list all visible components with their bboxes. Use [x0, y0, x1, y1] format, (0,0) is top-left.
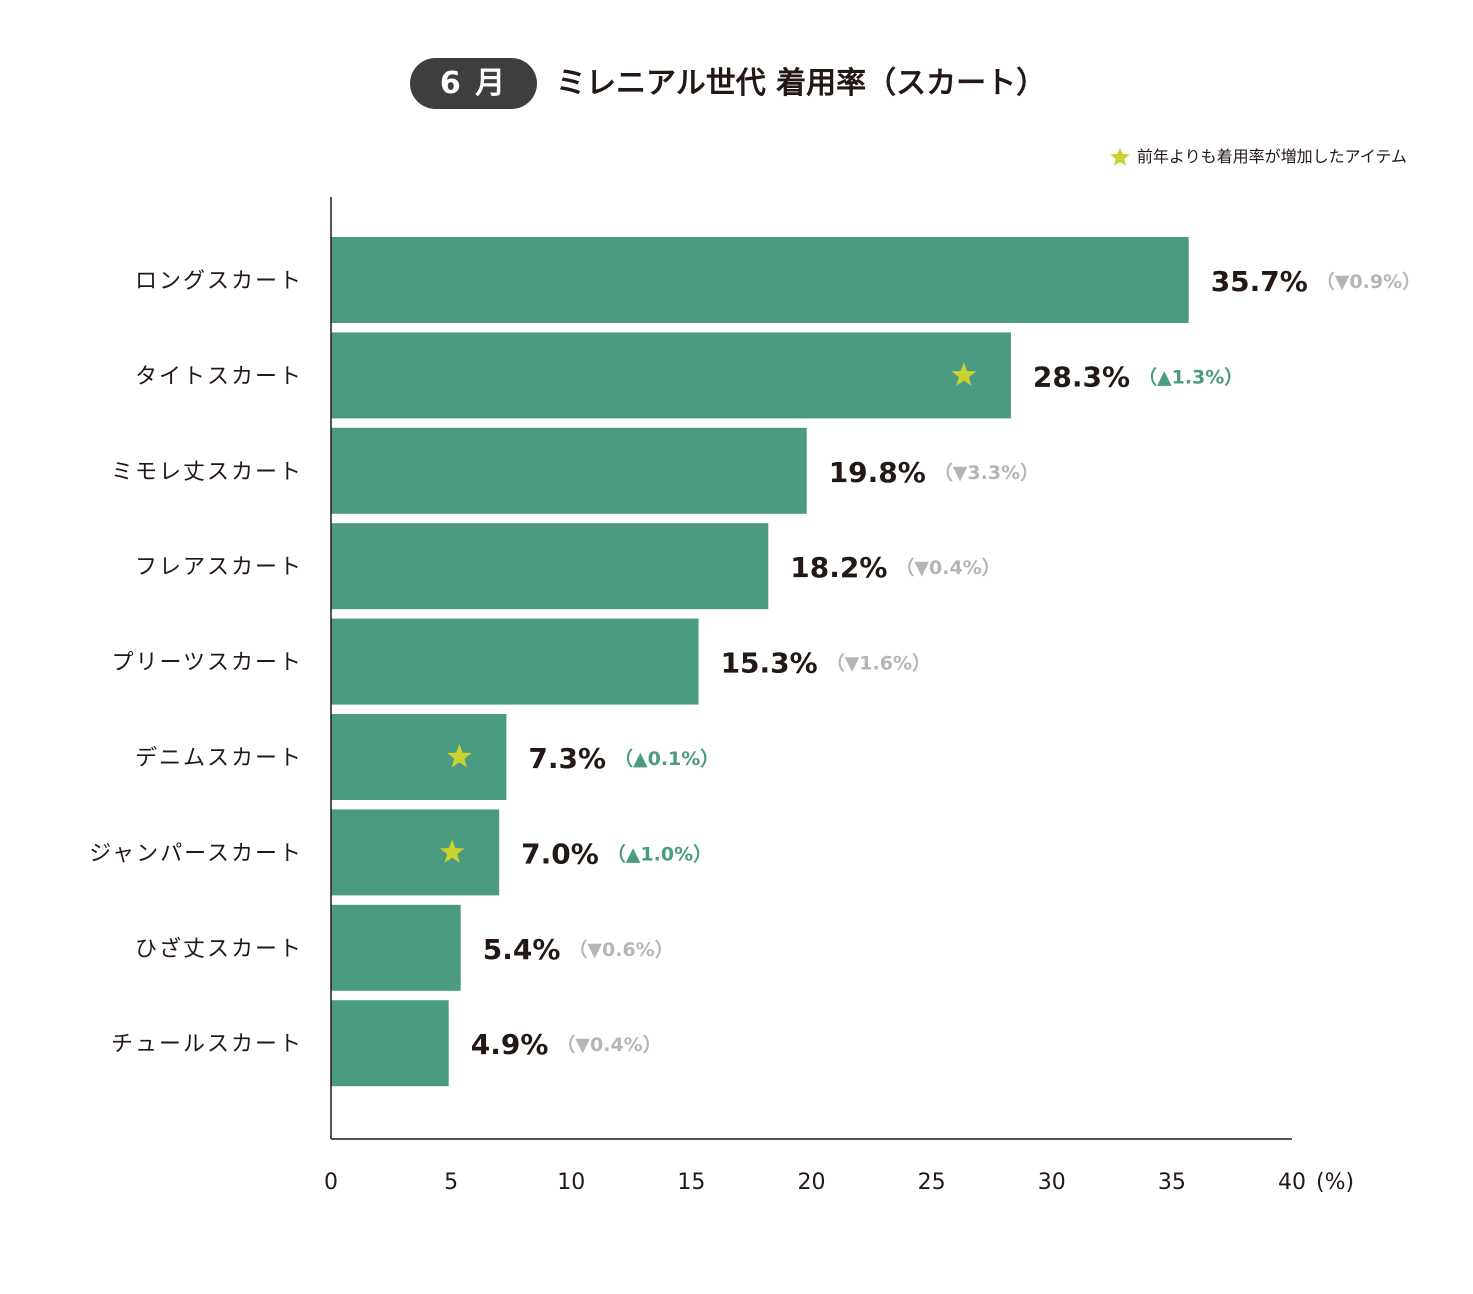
- category-label: ジャンパースカート: [89, 841, 303, 866]
- category-label: デニムスカート: [135, 746, 303, 771]
- star-icon: [447, 744, 472, 768]
- bar: [331, 237, 1189, 323]
- value-label: 4.9%: [471, 1028, 549, 1061]
- category-label: チュールスカート: [111, 1032, 303, 1057]
- x-tick-label: 20: [798, 1170, 826, 1195]
- value-label: 5.4%: [483, 933, 561, 966]
- x-tick-label: 35: [1158, 1170, 1186, 1195]
- chart-title: ミレニアル世代 着用率（スカート）: [556, 66, 1047, 101]
- star-icon: [1110, 147, 1130, 166]
- bar: [331, 332, 1011, 419]
- value-label: 7.0%: [521, 837, 599, 870]
- change-label: （▲1.0%）: [607, 842, 712, 865]
- x-tick-label: 25: [918, 1170, 946, 1195]
- legend: 前年よりも着用率が増加したアイテム: [1109, 144, 1407, 170]
- value-label: 18.2%: [790, 551, 887, 584]
- category-label: フレアスカート: [135, 555, 303, 580]
- value-label: 35.7%: [1211, 265, 1308, 298]
- category-label: ひざ丈スカート: [135, 936, 303, 962]
- star-icon: [439, 839, 465, 863]
- value-label: 15.3%: [721, 647, 818, 680]
- bar: [331, 427, 807, 514]
- change-label: （▲1.3%）: [1138, 365, 1243, 388]
- x-tick-label: 15: [677, 1170, 705, 1195]
- month-badge: 6 月: [410, 58, 537, 109]
- change-label: （▼3.3%）: [934, 461, 1039, 484]
- value-label: 7.3%: [528, 742, 606, 775]
- x-tick-label: 40: [1278, 1170, 1306, 1195]
- x-tick-label: 10: [557, 1170, 585, 1195]
- bar: [331, 904, 461, 991]
- category-label: タイトスカート: [135, 364, 303, 389]
- star-icon: [951, 362, 977, 386]
- bar: [331, 1000, 449, 1087]
- x-tick-label: 0: [324, 1170, 338, 1195]
- bar: [331, 523, 769, 610]
- value-label: 28.3%: [1033, 360, 1130, 393]
- bar: [331, 714, 507, 800]
- change-label: （▼0.6%）: [568, 938, 673, 961]
- value-label: 19.8%: [829, 456, 926, 489]
- x-unit-label: (%): [1316, 1170, 1354, 1195]
- change-label: （▼0.4%）: [895, 556, 1000, 579]
- bar: [331, 809, 500, 896]
- change-label: （▼1.6%）: [826, 652, 931, 675]
- change-label: （▼0.9%）: [1316, 270, 1421, 293]
- change-label: （▲0.1%）: [614, 747, 719, 770]
- category-label: プリーツスカート: [111, 651, 303, 676]
- x-tick-label: 5: [444, 1170, 458, 1195]
- chart-header: 6 月 ミレニアル世代 着用率（スカート）: [0, 58, 1473, 110]
- x-tick-label: 30: [1038, 1170, 1066, 1195]
- category-label: ロングスカート: [135, 269, 303, 294]
- change-label: （▼0.4%）: [556, 1033, 661, 1056]
- category-label: ミモレ丈スカート: [111, 460, 303, 485]
- bar: [331, 618, 699, 705]
- legend-label: 前年よりも着用率が増加したアイテム: [1136, 147, 1407, 166]
